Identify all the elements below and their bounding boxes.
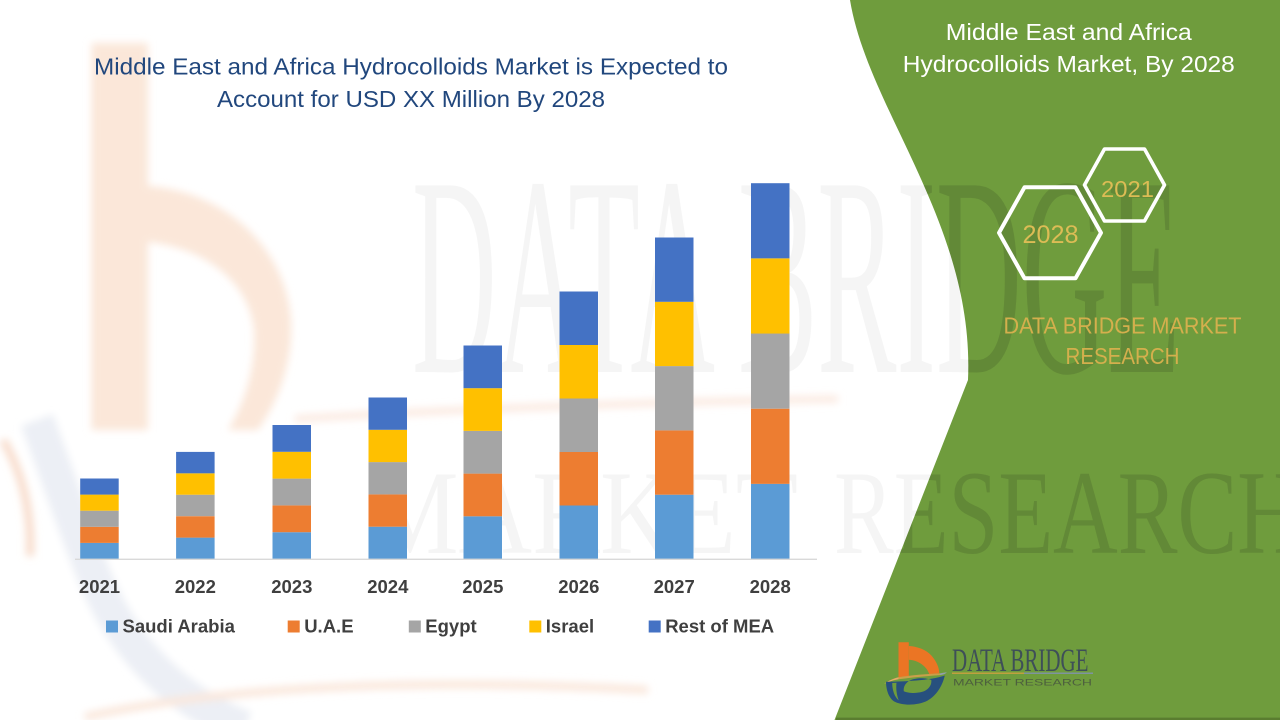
svg-text:Account for USD XX Million By: Account for USD XX Million By 2028 — [217, 86, 605, 112]
svg-text:2026: 2026 — [558, 576, 599, 597]
svg-text:2024: 2024 — [367, 576, 409, 597]
svg-text:Saudi Arabia: Saudi Arabia — [123, 616, 236, 637]
svg-text:2021: 2021 — [1101, 176, 1154, 202]
svg-text:2025: 2025 — [462, 576, 503, 597]
svg-text:Rest of MEA: Rest of MEA — [665, 616, 774, 637]
svg-text:2028: 2028 — [1023, 221, 1079, 249]
svg-text:MARKET RESEARCH: MARKET RESEARCH — [953, 678, 1092, 688]
svg-text:2028: 2028 — [750, 576, 791, 597]
svg-text:2022: 2022 — [175, 576, 216, 597]
svg-text:BRIDGE: BRIDGE — [738, 118, 1180, 434]
svg-text:2021: 2021 — [79, 576, 120, 597]
svg-text:Middle East and Africa: Middle East and Africa — [946, 19, 1193, 45]
svg-text:RESEARCH: RESEARCH — [1066, 343, 1180, 369]
svg-text:2023: 2023 — [271, 576, 312, 597]
svg-text:2027: 2027 — [654, 576, 695, 597]
svg-text:Middle East and Africa Hydroco: Middle East and Africa Hydrocolloids Mar… — [94, 54, 728, 80]
svg-text:U.A.E: U.A.E — [304, 616, 353, 637]
svg-text:RESEARCH: RESEARCH — [834, 446, 1280, 579]
svg-text:DATA BRIDGE MARKET: DATA BRIDGE MARKET — [1004, 312, 1242, 338]
svg-text:Hydrocolloids Market, By 2028: Hydrocolloids Market, By 2028 — [903, 51, 1235, 77]
svg-text:Israel: Israel — [546, 616, 594, 637]
svg-text:Egypt: Egypt — [425, 616, 476, 637]
